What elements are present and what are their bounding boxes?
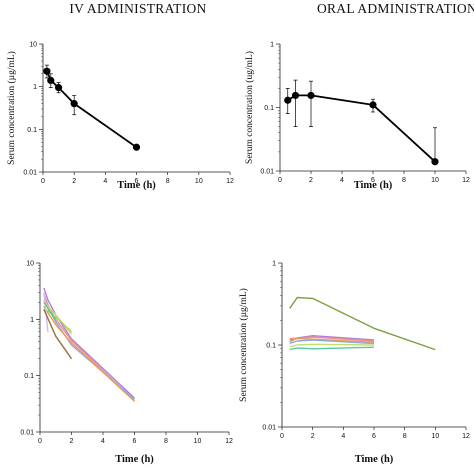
- x-tick-label: 12: [225, 438, 233, 445]
- x-tick-label: 8: [166, 178, 170, 185]
- y-tick-label: 0.1: [264, 105, 274, 112]
- series-5: [289, 339, 375, 345]
- x-tick-label: 12: [462, 177, 470, 184]
- series-1: [284, 79, 439, 166]
- series-line: [43, 309, 73, 360]
- x-tick-label: 2: [309, 177, 313, 184]
- series-line: [289, 346, 375, 351]
- data-point: [70, 100, 78, 108]
- x-tick-label: 10: [431, 433, 439, 440]
- series-6: [289, 343, 375, 348]
- chart-title: IV ADMINISTRATION: [69, 1, 206, 16]
- data-point: [284, 96, 292, 104]
- x-axis-label: Time (h): [115, 454, 154, 465]
- series-1: [43, 64, 141, 151]
- series-1: [43, 287, 135, 399]
- series-line: [287, 94, 436, 163]
- series-7: [289, 346, 375, 351]
- x-tick-label: 4: [103, 178, 107, 185]
- y-tick-label: 0.01: [23, 170, 37, 177]
- x-tick-label: 8: [402, 177, 406, 184]
- chart-title: ORAL ADMINISTRATION: [317, 1, 474, 16]
- x-tick-label: 8: [164, 438, 168, 445]
- data-point: [291, 91, 300, 100]
- y-tick-label: 0.1: [266, 343, 276, 350]
- x-axis-label: Time (h): [355, 454, 394, 465]
- series-line: [43, 292, 49, 332]
- series-2: [43, 293, 135, 402]
- x-tick-label: 0: [280, 433, 284, 440]
- series-line: [43, 302, 57, 321]
- y-tick-label: 1: [272, 261, 276, 268]
- x-axis-label: Time (h): [117, 180, 156, 191]
- y-tick-label: 0.1: [24, 373, 34, 380]
- chart-panel-4: 0 2 4 6 8 10 12 1 0.1 0.01 Time (h) Serum concentra…: [238, 261, 470, 466]
- y-tick-label: 0.1: [27, 127, 37, 134]
- y-tick-label: 1: [30, 317, 34, 324]
- x-tick-label: 4: [341, 433, 345, 440]
- y-tick-label: 1: [270, 42, 274, 49]
- data-point: [431, 158, 439, 166]
- x-tick-label: 2: [72, 178, 76, 185]
- series-line: [43, 287, 135, 399]
- x-tick-label: 6: [135, 178, 139, 185]
- chart-panel-1: IV ADMINISTRATION 0 2 4 6 8 10 12 10 1 0.1 0.01 Time…: [6, 1, 234, 191]
- series-9: [43, 309, 73, 360]
- series-4: [289, 337, 375, 343]
- x-tick-label: 8: [403, 433, 407, 440]
- x-tick-label: 10: [195, 178, 203, 185]
- series-7: [43, 292, 49, 332]
- series-line: [289, 337, 375, 343]
- y-tick-label: 10: [29, 42, 37, 49]
- data-point: [43, 67, 51, 75]
- x-tick-label: 12: [226, 178, 234, 185]
- data-point: [54, 84, 63, 92]
- x-tick-label: 12: [462, 433, 470, 440]
- series-line: [289, 339, 375, 345]
- x-tick-label: 6: [133, 438, 137, 445]
- data-point: [47, 76, 55, 85]
- series-1: [289, 296, 436, 351]
- data-point: [132, 143, 141, 151]
- series-line: [289, 343, 375, 348]
- series-line: [289, 336, 375, 342]
- x-tick-label: 0: [278, 177, 282, 184]
- x-tick-label: 4: [101, 438, 105, 445]
- x-axis-label: Time (h): [354, 180, 393, 191]
- y-axis-label: Serum concentration (µg/mL): [6, 51, 17, 165]
- series-3: [289, 336, 375, 342]
- x-tick-label: 6: [372, 433, 376, 440]
- series-line: [43, 293, 135, 402]
- x-tick-label: 6: [371, 177, 375, 184]
- chart-panel-2: ORAL ADMINISTRATION 0 2 4 6 8 10 12 1 0.1 0.01 Time…: [244, 1, 474, 191]
- y-tick-label: 0.01: [260, 169, 274, 176]
- x-tick-label: 10: [431, 177, 439, 184]
- x-tick-label: 4: [340, 177, 344, 184]
- data-point: [369, 101, 377, 109]
- x-tick-label: 2: [70, 438, 74, 445]
- data-point: [307, 91, 315, 100]
- chart-panel-3: 0 2 4 6 8 10 12 10 1 0.1 0.01 Time (h): [20, 261, 233, 466]
- y-tick-label: 10: [26, 261, 34, 268]
- y-tick-label: 1: [33, 84, 37, 91]
- y-axis-label: Serum concentration (ug/mL): [244, 51, 255, 164]
- x-tick-label: 0: [41, 178, 45, 185]
- y-tick-label: 0.01: [20, 430, 34, 437]
- x-tick-label: 2: [311, 433, 315, 440]
- y-axis-label: Serum concentration (µg/mL): [238, 288, 249, 402]
- y-tick-label: 0.01: [262, 425, 276, 432]
- series-line: [289, 296, 436, 351]
- x-tick-label: 10: [194, 438, 202, 445]
- x-tick-label: 0: [38, 438, 42, 445]
- series-8: [43, 302, 57, 321]
